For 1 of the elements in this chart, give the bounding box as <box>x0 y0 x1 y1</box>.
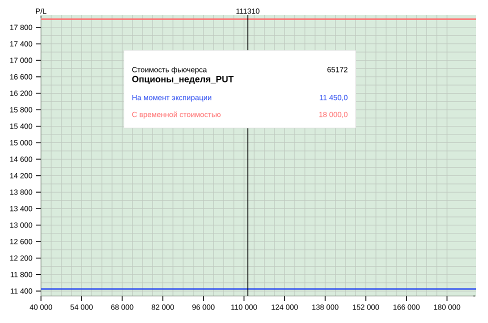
annotation: Опционы_неделя_PUT <box>132 76 234 84</box>
